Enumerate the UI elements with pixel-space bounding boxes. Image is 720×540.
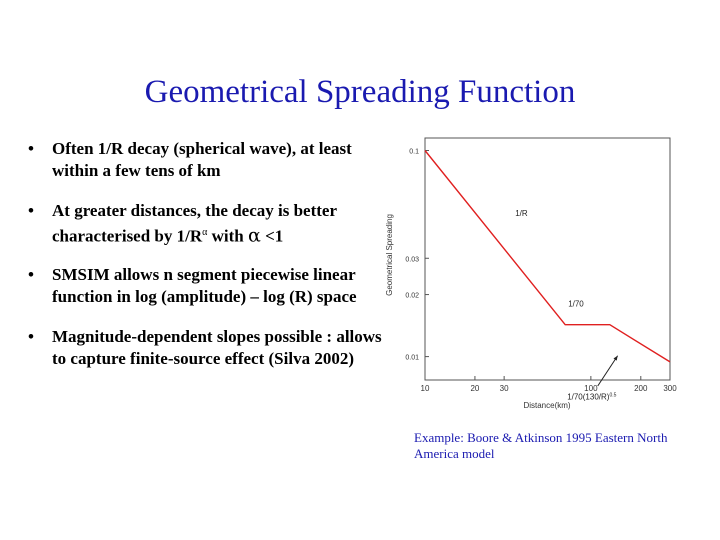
- bullet-text-before: At greater distances, the decay is bette…: [52, 201, 337, 246]
- annotation-label: 1/70(130/R)0.5: [567, 392, 616, 401]
- bullet-superscript: α: [202, 227, 208, 238]
- annotation-label: 1/R: [515, 209, 528, 218]
- x-tick-label: 20: [470, 384, 479, 393]
- y-axis-label: Geometrical Spreading: [385, 214, 394, 296]
- annotation-arrow: [597, 355, 619, 387]
- bullet-text: Magnitude-dependent slopes possible : al…: [52, 326, 382, 368]
- bullet-text: SMSIM allows n segment piecewise linear …: [52, 264, 357, 306]
- y-tick-label: 0.03: [405, 256, 419, 263]
- bullet-text-mid: with: [207, 226, 249, 246]
- bullet-text: Often 1/R decay (spherical wave), at lea…: [52, 139, 352, 180]
- plot-frame: [424, 137, 671, 381]
- bullet-dot: •: [28, 264, 34, 284]
- bullet-item: • Often 1/R decay (spherical wave), at l…: [28, 138, 388, 182]
- y-tick-label: 0.1: [409, 149, 419, 156]
- y-tick-label: 0.02: [405, 293, 419, 300]
- alpha-symbol: α: [248, 224, 261, 247]
- x-tick-label: 30: [500, 384, 509, 393]
- chart-caption: Example: Boore & Atkinson 1995 Eastern N…: [414, 430, 668, 461]
- series-line: [424, 150, 671, 363]
- bullet-item: • Magnitude-dependent slopes possible : …: [28, 326, 388, 370]
- bullet-list: • Often 1/R decay (spherical wave), at l…: [28, 138, 388, 385]
- bullet-dot: •: [28, 326, 34, 346]
- x-tick-label: 10: [421, 384, 430, 393]
- x-tick-label: 200: [634, 384, 648, 393]
- bullet-item: • At greater distances, the decay is bet…: [28, 200, 388, 248]
- slide-title: Geometrical Spreading Function: [144, 74, 576, 110]
- bullet-dot: •: [28, 139, 34, 158]
- annotation-superscript: 0.5: [609, 392, 616, 398]
- bullet-dot: •: [28, 201, 34, 220]
- bullet-text-after: <1: [260, 226, 284, 246]
- bullet-item: • SMSIM allows n segment piecewise linea…: [28, 264, 388, 308]
- annotation-label: 1/70: [568, 300, 584, 309]
- spreading-chart: 10 20 30 100 200 300 0.1 0.03 0.02 0.01 1/R 1/70 1/…: [385, 137, 677, 410]
- x-axis-label: Distance(km): [523, 401, 570, 410]
- arrow-head: [613, 355, 618, 361]
- y-tick-label: 0.01: [405, 355, 419, 362]
- x-tick-label: 100: [584, 384, 598, 393]
- chart-container: 10 20 30 100 200 300 0.1 0.03 0.02 0.01 1/R 1/70 1/…: [380, 130, 690, 420]
- x-tick-label: 300: [663, 384, 677, 393]
